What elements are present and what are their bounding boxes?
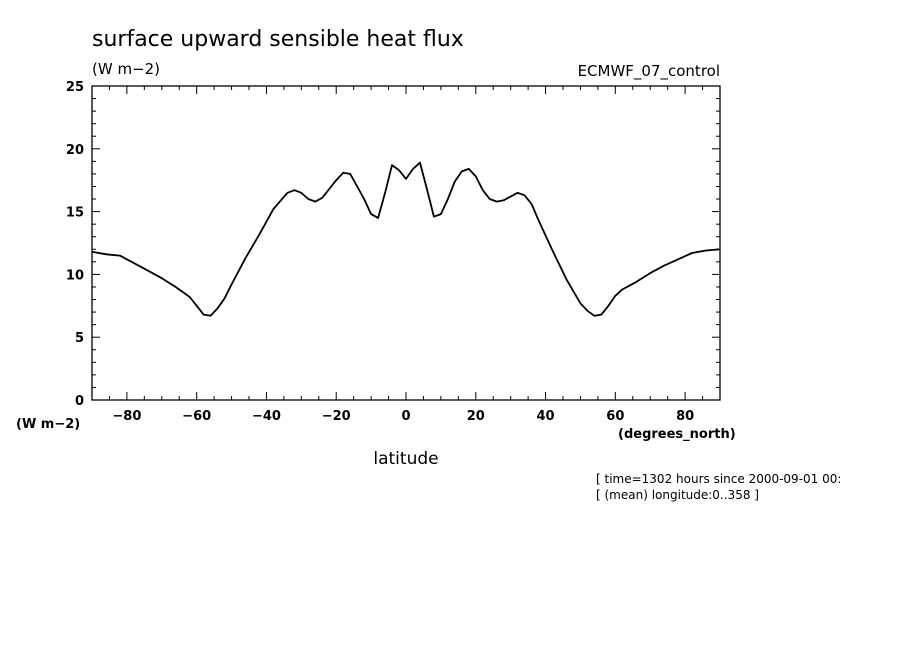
- x-tick-labels: −80 −60 −40 −20 0 20 40 60 80: [112, 409, 694, 424]
- x-tick-label: −80: [112, 409, 141, 424]
- x-axis-label: latitude: [373, 449, 438, 469]
- x-tick-label: 60: [606, 409, 624, 424]
- chart-title: surface upward sensible heat flux: [92, 27, 464, 52]
- x-tick-label: −40: [252, 409, 281, 424]
- y-tick-labels: 0 5 10 15 20 25: [66, 80, 84, 409]
- y-tick-label: 0: [75, 394, 84, 409]
- y-tick-label: 5: [75, 331, 84, 346]
- series-line: [91, 161, 721, 317]
- x-tick-label: 80: [676, 409, 694, 424]
- x-tick-label: 20: [467, 409, 485, 424]
- info-line-longitude: [ (mean) longitude:0..358 ]: [596, 488, 759, 502]
- title-units: (W m−2): [92, 60, 160, 78]
- y-tick-label: 10: [66, 268, 84, 283]
- info-line-time: [ time=1302 hours since 2000-09-01 00:: [596, 472, 841, 486]
- plot-frame: [91, 85, 721, 401]
- y-unit-label: (W m−2): [16, 417, 80, 432]
- y-tick-label: 25: [66, 80, 84, 95]
- y-tick-label: 15: [66, 206, 84, 221]
- x-tick-label: 0: [401, 409, 410, 424]
- y-tick-label: 20: [66, 143, 84, 158]
- run-label: ECMWF_07_control: [578, 62, 720, 81]
- axis-ticks: [91, 85, 721, 401]
- x-unit-label: (degrees_north): [618, 427, 736, 442]
- x-tick-label: −20: [322, 409, 351, 424]
- x-tick-label: −60: [182, 409, 211, 424]
- x-tick-label: 40: [537, 409, 555, 424]
